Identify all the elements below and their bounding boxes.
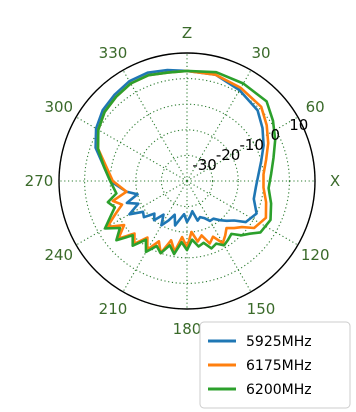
series-lines xyxy=(94,68,277,256)
angular-tick-label: 180 xyxy=(173,320,202,338)
radial-tick-label: -20 xyxy=(216,146,241,164)
series-line-6175MHz xyxy=(96,69,270,255)
legend-label: 6200MHz xyxy=(246,382,312,398)
angular-tick-label: 330 xyxy=(99,44,128,62)
angular-grid-line xyxy=(75,180,188,246)
radial-tick-label: -30 xyxy=(192,156,217,174)
radial-grid-circle xyxy=(160,154,214,208)
radial-tick-label: -10 xyxy=(239,136,264,154)
polar-frame xyxy=(58,52,316,310)
series-line-6200MHz xyxy=(96,69,277,256)
angular-grid-line xyxy=(186,180,252,293)
radial-tick-label: 0 xyxy=(271,126,281,144)
legend-label: 6175MHz xyxy=(246,358,312,374)
angular-tick-label: 60 xyxy=(306,98,325,116)
angular-tick-label: 210 xyxy=(99,300,128,318)
angular-grid-line xyxy=(122,69,188,182)
radial-grid-circle xyxy=(84,78,290,284)
angular-tick-label: 150 xyxy=(247,300,276,318)
radial-grid-circle xyxy=(135,129,239,233)
angular-tick-label: X xyxy=(330,172,340,190)
angular-tick-label: Z xyxy=(182,24,192,42)
angular-tick-label: 30 xyxy=(251,44,270,62)
legend-box xyxy=(199,321,351,409)
legend-label: 5925MHz xyxy=(246,334,312,350)
angular-tick-label: 300 xyxy=(44,98,73,116)
radial-tick-label: 10 xyxy=(289,116,308,134)
angular-grid-line xyxy=(122,180,188,293)
angular-grid-line xyxy=(75,116,188,182)
angular-tick-label: 240 xyxy=(44,246,73,264)
legend: 5925MHz 6175MHz 6200MHz xyxy=(199,321,351,409)
tick-labels: Z 30 60 X 120 150 180 210 240 270 300 330 -30-20-10 0… xyxy=(25,24,340,338)
angular-grid-line xyxy=(186,116,299,182)
angular-tick-label: 270 xyxy=(25,172,54,190)
angular-tick-label: 120 xyxy=(301,246,330,264)
polar-grid xyxy=(58,52,316,310)
polar-outer-frame xyxy=(58,52,316,310)
angular-grid-line xyxy=(186,180,299,246)
